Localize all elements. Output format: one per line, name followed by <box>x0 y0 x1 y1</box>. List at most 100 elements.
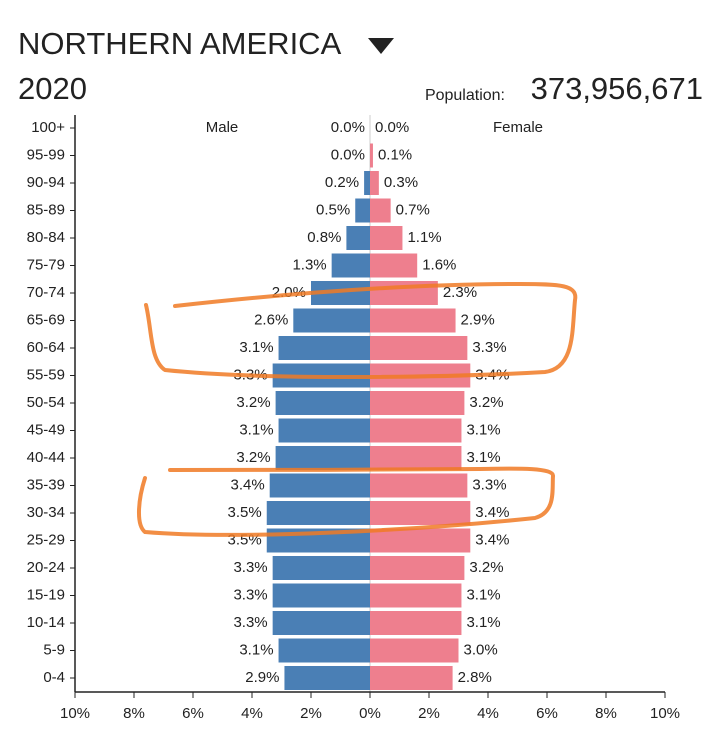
y-tick-label: 75-79 <box>27 256 65 273</box>
value-label: 3.1% <box>239 641 273 658</box>
value-label: 0.0% <box>331 119 365 136</box>
value-label: 1.6% <box>422 256 456 273</box>
value-label: 3.1% <box>239 339 273 356</box>
annotation-loop <box>144 281 578 379</box>
x-tick-label: 8% <box>595 705 617 722</box>
y-tick-label: 70-74 <box>27 284 65 301</box>
value-label: 3.4% <box>475 531 509 548</box>
x-tick-label: 2% <box>418 705 440 722</box>
y-tick-label: 60-64 <box>27 339 65 356</box>
value-label: 3.3% <box>472 476 506 493</box>
value-label: 1.3% <box>292 256 326 273</box>
legend-label: Male <box>206 119 239 136</box>
value-label: 2.8% <box>458 669 492 686</box>
male-bar <box>272 611 370 635</box>
y-tick-label: 95-99 <box>27 146 65 163</box>
y-tick-label: 10-14 <box>27 614 65 631</box>
male-bar <box>269 473 370 498</box>
female-bar <box>370 336 468 360</box>
male-bar <box>272 583 370 608</box>
female-bar <box>370 556 465 580</box>
value-label: 3.3% <box>233 614 267 631</box>
female-bar <box>370 308 456 333</box>
value-label: 3.1% <box>466 614 500 631</box>
value-label: 1.1% <box>407 229 441 246</box>
value-label: 3.1% <box>466 586 500 603</box>
y-tick-label: 0-4 <box>43 669 65 686</box>
value-label: 0.2% <box>325 174 359 191</box>
female-bar <box>370 198 391 223</box>
value-label: 0.8% <box>307 229 341 246</box>
value-label: 3.5% <box>228 504 262 521</box>
value-label: 3.3% <box>233 586 267 603</box>
male-bar <box>293 308 370 333</box>
male-bar <box>355 198 370 223</box>
x-tick-label: 4% <box>241 705 263 722</box>
value-label: 3.2% <box>469 559 503 576</box>
female-bar <box>370 418 462 443</box>
male-bar <box>278 336 370 360</box>
y-tick-label: 15-19 <box>27 586 65 603</box>
y-tick-label: 55-59 <box>27 366 65 383</box>
x-tick-label: 8% <box>123 705 145 722</box>
male-bar <box>278 418 370 443</box>
value-label: 0.0% <box>331 146 365 163</box>
value-label: 2.3% <box>443 284 477 301</box>
value-label: 3.3% <box>472 339 506 356</box>
value-label: 0.1% <box>378 146 412 163</box>
annotation-marks <box>137 281 578 537</box>
value-label: 3.2% <box>236 449 270 466</box>
value-label: 3.3% <box>233 559 267 576</box>
value-label: 3.0% <box>464 641 498 658</box>
female-bar <box>370 253 418 278</box>
y-tick-label: 25-29 <box>27 531 65 548</box>
x-tick-label: 4% <box>477 705 499 722</box>
value-label: 3.4% <box>475 504 509 521</box>
y-tick-label: 50-54 <box>27 394 65 411</box>
y-tick-label: 65-69 <box>27 311 65 328</box>
male-bar <box>346 226 370 250</box>
female-bar <box>370 528 471 553</box>
female-bar <box>370 638 459 663</box>
x-tick-label: 6% <box>182 705 204 722</box>
male-bar <box>266 501 370 525</box>
value-label: 0.5% <box>316 201 350 218</box>
male-bar <box>275 391 370 415</box>
female-bar <box>370 666 453 690</box>
value-label: 2.9% <box>461 311 495 328</box>
male-bar <box>275 446 370 470</box>
x-tick-label: 10% <box>60 705 90 722</box>
population-label: Population: <box>425 87 505 104</box>
value-label: 0.0% <box>375 119 409 136</box>
chart-title: NORTHERN AMERICA <box>18 26 342 61</box>
x-tick-label: 2% <box>300 705 322 722</box>
value-label: 2.6% <box>254 311 288 328</box>
annotation-loop <box>137 466 555 537</box>
y-tick-label: 20-24 <box>27 559 65 576</box>
female-bar <box>370 611 462 635</box>
male-bar <box>364 171 370 195</box>
y-tick-label: 90-94 <box>27 174 65 191</box>
female-bar <box>370 501 471 525</box>
value-label: 3.2% <box>469 394 503 411</box>
female-bar <box>370 171 379 195</box>
y-tick-label: 5-9 <box>43 641 65 658</box>
chart-subtitle: 2020 <box>18 71 87 106</box>
value-label: 3.1% <box>466 449 500 466</box>
x-tick-label: 10% <box>650 705 680 722</box>
y-tick-label: 40-44 <box>27 449 65 466</box>
male-bar <box>331 253 370 278</box>
y-tick-label: 35-39 <box>27 476 65 493</box>
value-label: 3.1% <box>239 421 273 438</box>
male-bar <box>272 556 370 580</box>
legend-label: Female <box>493 119 543 136</box>
female-bar <box>370 446 462 470</box>
dropdown-icon[interactable] <box>368 38 394 54</box>
female-bar <box>370 473 468 498</box>
y-tick-label: 100+ <box>31 119 65 136</box>
value-label: 3.1% <box>466 421 500 438</box>
value-label: 0.3% <box>384 174 418 191</box>
y-tick-label: 80-84 <box>27 229 65 246</box>
x-tick-label: 0% <box>359 705 381 722</box>
